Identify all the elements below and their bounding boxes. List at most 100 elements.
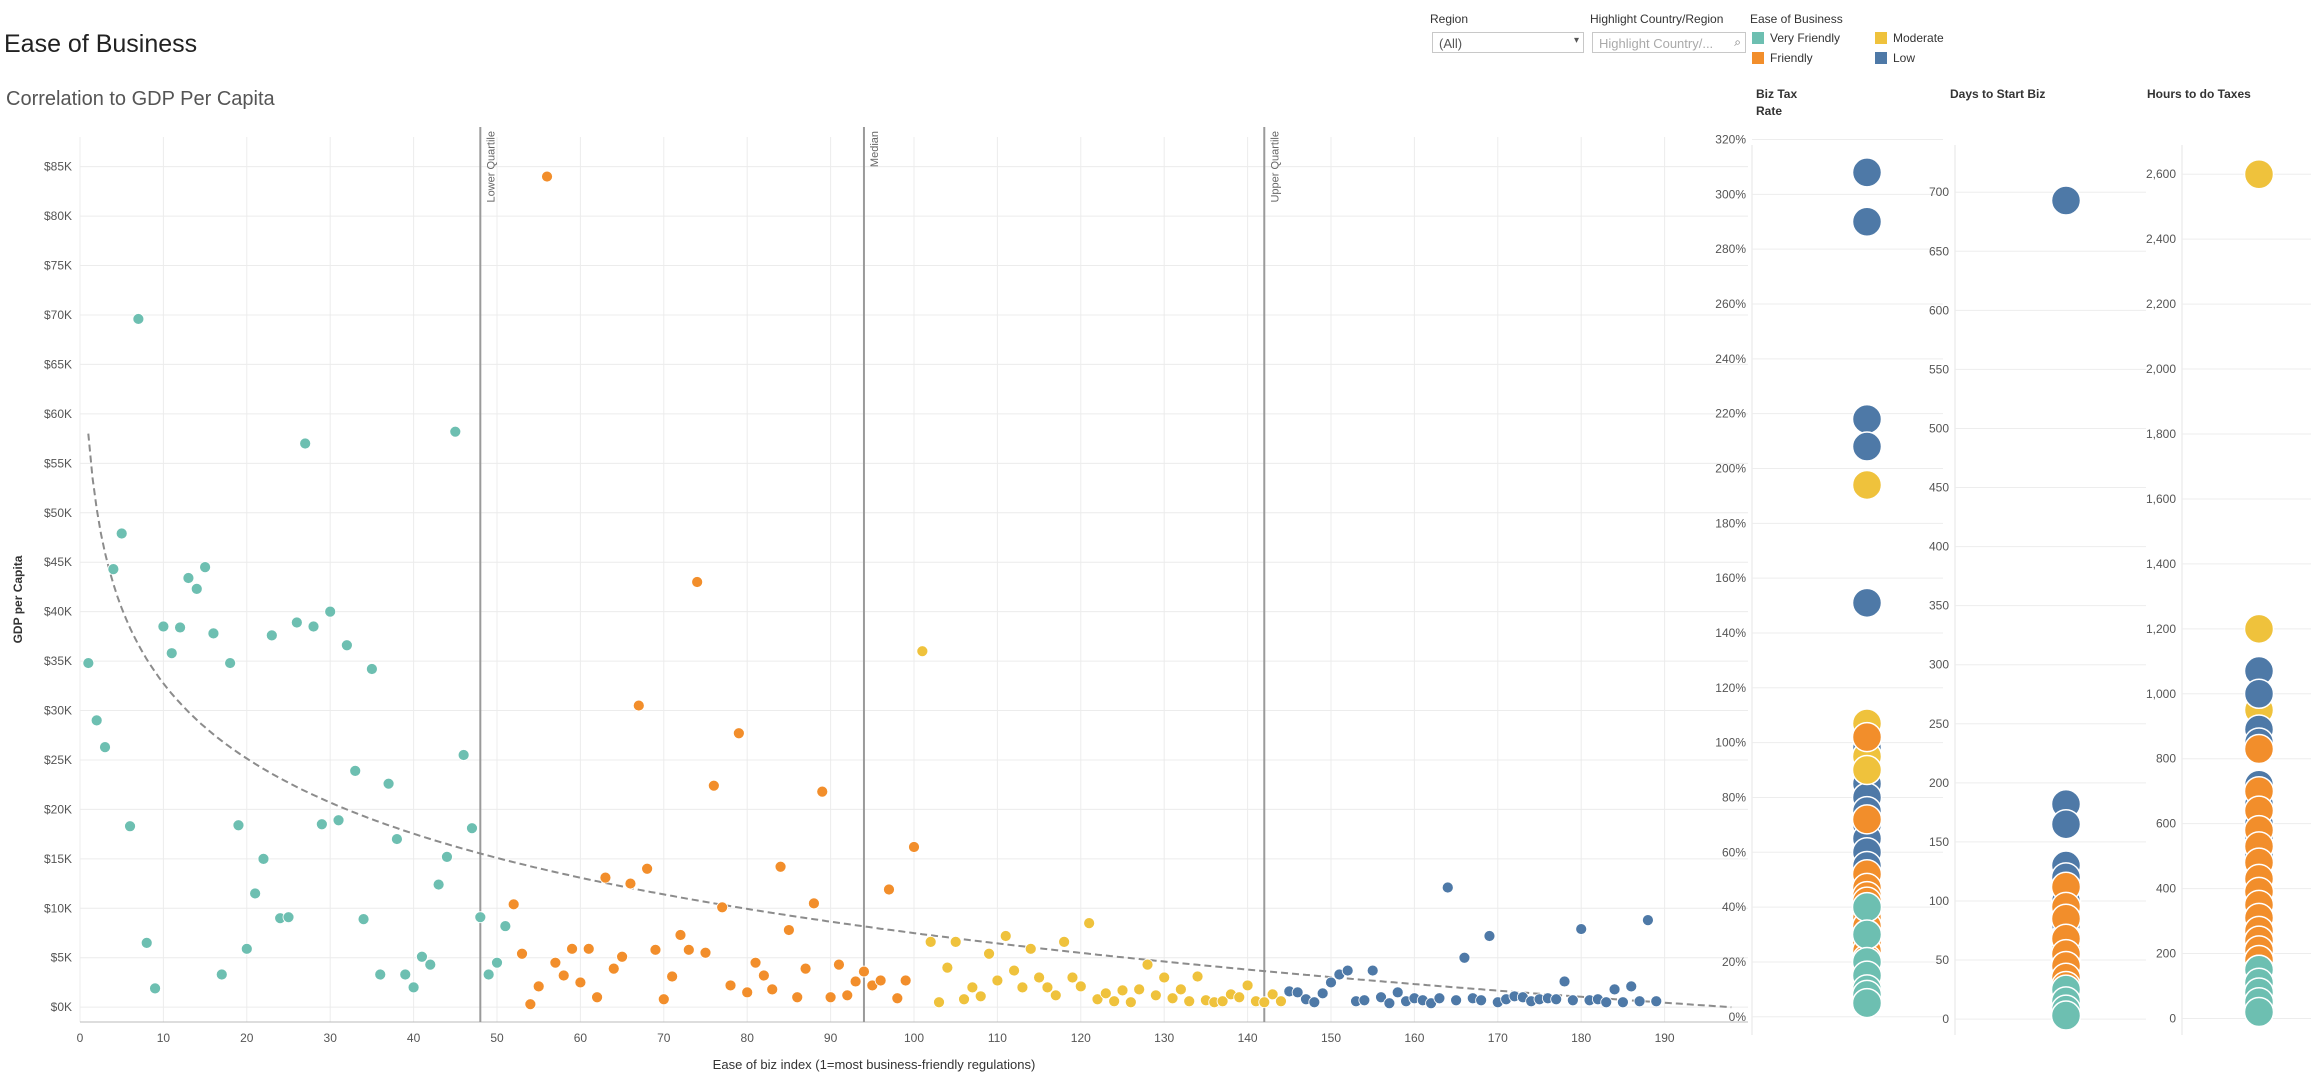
data-point (941, 961, 954, 974)
bubble-point (2243, 733, 2275, 765)
data-point (1083, 917, 1096, 930)
x-tick-label: 60 (574, 1031, 588, 1045)
data-point (1341, 964, 1354, 977)
data-point (1016, 981, 1029, 994)
panel-y-tick-label: 550 (1929, 362, 1949, 376)
data-point (107, 563, 120, 576)
legend-item-low[interactable]: Low (1875, 51, 1915, 65)
data-point (1475, 994, 1488, 1007)
data-point (624, 877, 637, 890)
side-bubble-charts: 0% 20% 40% 60% 80% 100% 120% 140% 160% 180% 200% 22… (1715, 133, 2311, 1035)
data-point (391, 833, 403, 845)
panel-y-tick-label: 2,600 (2146, 167, 2176, 181)
panel-y-tick-label: 300% (1715, 187, 1746, 201)
x-axis-label: Ease of biz index (1=most business-frien… (713, 1057, 1036, 1072)
data-point (1325, 976, 1337, 989)
data-point (1633, 995, 1646, 1008)
data-point (349, 764, 362, 777)
data-point (240, 942, 253, 955)
bubble-point (2050, 185, 2082, 216)
data-point (716, 901, 729, 914)
bubble-point (1851, 919, 1883, 950)
bubble-point (1851, 587, 1883, 619)
x-tick-label: 190 (1655, 1031, 1675, 1045)
data-point (507, 898, 520, 911)
data-point (1116, 984, 1129, 997)
data-point (724, 979, 737, 992)
data-point (140, 936, 153, 949)
panel-y-tick-label: 1,400 (2146, 557, 2176, 571)
data-point (532, 980, 545, 993)
data-point (290, 616, 303, 629)
data-point (874, 974, 887, 987)
legend-item-friendly[interactable]: Friendly (1752, 51, 1813, 65)
y-tick-label: $85K (44, 160, 72, 174)
y-tick-label: $40K (44, 605, 72, 619)
reference-line-label: Median (869, 131, 881, 167)
reference-line-label: Upper Quartile (1269, 131, 1281, 203)
data-point (199, 561, 212, 574)
data-point (257, 852, 270, 865)
bubble-point (2050, 1000, 2082, 1031)
bubble-point (2050, 808, 2082, 840)
bubble-point (2243, 158, 2275, 190)
data-point (774, 860, 787, 873)
y-tick-label: $50K (44, 506, 72, 520)
legend-item-very-friendly[interactable]: Very Friendly (1752, 31, 1840, 45)
data-point (1216, 995, 1229, 1008)
data-point (666, 970, 679, 983)
data-point (115, 527, 128, 540)
panel-y-tick-label: 1,000 (2146, 687, 2176, 701)
panel-y-tick-label: 60% (1722, 845, 1746, 859)
data-point (224, 657, 237, 669)
data-point (1033, 971, 1045, 984)
bubble-point (1851, 206, 1883, 238)
panel-y-tick-label: 200% (1715, 461, 1746, 475)
data-point (574, 976, 587, 989)
panel-y-tick-label: 280% (1715, 242, 1746, 256)
x-tick-label: 160 (1404, 1031, 1424, 1045)
data-point (1266, 988, 1279, 1001)
data-point (315, 818, 328, 831)
data-point (841, 989, 854, 1002)
search-icon: ⌕ (1734, 35, 1741, 49)
data-point (541, 170, 553, 183)
data-point (974, 990, 987, 1003)
panel-y-tick-label: 200 (2156, 947, 2176, 961)
bubble-point (1851, 804, 1883, 835)
panel-y-tick-label: 400 (1929, 540, 1949, 554)
x-tick-label: 20 (240, 1031, 254, 1045)
panel-y-tick-label: 200 (1929, 776, 1949, 790)
panel-y-tick-label: 250 (1929, 717, 1949, 731)
legend-item-moderate[interactable]: Moderate (1875, 31, 1944, 45)
data-point (674, 929, 687, 941)
data-point (1642, 914, 1654, 927)
panel-y-tick-label: 240% (1715, 352, 1746, 366)
panel-y-tick-label: 40% (1722, 900, 1746, 914)
x-tick-label: 80 (741, 1031, 755, 1045)
x-tick-label: 180 (1571, 1031, 1591, 1045)
bubble-point (1851, 431, 1883, 462)
bubble-point (1851, 891, 1883, 923)
x-tick-label: 110 (988, 1031, 1007, 1045)
data-point (933, 996, 945, 1009)
data-point (707, 779, 720, 792)
data-point (466, 822, 478, 835)
region-dropdown-value: (All) (1439, 36, 1463, 51)
chevron-down-icon[interactable]: ▾ (1573, 35, 1579, 46)
legend-label: Low (1893, 51, 1916, 65)
highlight-search-input[interactable]: Highlight Country/... ⌕ (1592, 32, 1746, 53)
data-point (824, 991, 837, 1004)
data-point (1566, 994, 1579, 1007)
data-point (783, 924, 795, 936)
data-point (549, 956, 562, 969)
chart-subtitle: Correlation to GDP Per Capita (6, 88, 275, 110)
region-dropdown[interactable]: (All) ▾ (1432, 32, 1584, 53)
data-point (149, 982, 161, 995)
data-point (966, 981, 979, 994)
data-point (999, 930, 1012, 942)
data-point (324, 605, 337, 618)
data-point (958, 993, 970, 1006)
data-point (207, 627, 220, 640)
